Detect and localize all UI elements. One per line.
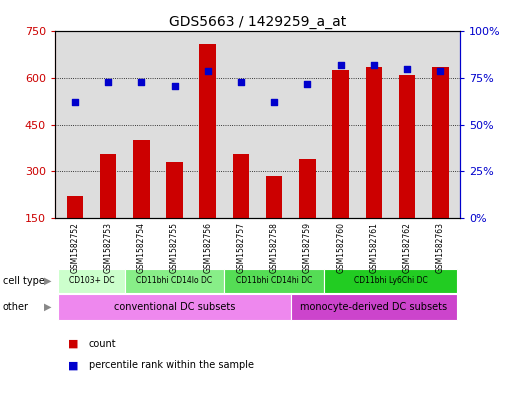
Point [137,79,145,85]
Text: GSM1582757: GSM1582757 [236,222,245,273]
Text: CD11bhi CD14hi DC: CD11bhi CD14hi DC [236,277,312,285]
Text: GSM1582762: GSM1582762 [403,222,412,273]
Bar [166,162,183,218]
Text: GSM1582759: GSM1582759 [303,222,312,273]
Text: monocyte-derived DC subsets: monocyte-derived DC subsets [300,302,447,312]
Text: ■: ■ [68,339,78,349]
Bar [299,159,316,218]
Text: conventional DC subsets: conventional DC subsets [114,302,235,312]
Text: ▶: ▶ [44,302,52,312]
Point [170,83,179,89]
Text: GSM1582754: GSM1582754 [137,222,146,273]
Bar [399,75,415,218]
Text: CD11bhi Ly6Chi DC: CD11bhi Ly6Chi DC [354,277,427,285]
Text: cell type: cell type [3,276,44,286]
Point [71,99,79,105]
Point [237,79,245,85]
Bar [266,176,282,218]
Text: other: other [3,302,29,312]
Text: GSM1582760: GSM1582760 [336,222,345,273]
Bar [432,67,449,218]
Point [436,68,445,74]
Bar [366,67,382,218]
Bar [199,44,216,218]
Text: GSM1582753: GSM1582753 [104,222,112,273]
Text: GSM1582758: GSM1582758 [270,222,279,273]
Bar [332,70,349,218]
Title: GDS5663 / 1429259_a_at: GDS5663 / 1429259_a_at [169,15,346,29]
Bar [100,154,117,218]
Text: CD103+ DC: CD103+ DC [69,277,114,285]
Bar [66,196,83,218]
Point [104,79,112,85]
Text: GSM1582755: GSM1582755 [170,222,179,273]
Point [370,62,378,68]
Text: ■: ■ [68,360,78,371]
Point [270,99,278,105]
Point [303,81,312,87]
Bar [133,140,150,218]
Text: percentile rank within the sample: percentile rank within the sample [89,360,254,371]
Text: GSM1582752: GSM1582752 [71,222,79,273]
Text: GSM1582761: GSM1582761 [369,222,378,273]
Bar [233,154,249,218]
Text: GSM1582763: GSM1582763 [436,222,445,273]
Text: count: count [89,339,117,349]
Point [203,68,212,74]
Text: GSM1582756: GSM1582756 [203,222,212,273]
Point [403,66,411,72]
Text: CD11bhi CD14lo DC: CD11bhi CD14lo DC [137,277,212,285]
Text: ▶: ▶ [44,276,52,286]
Point [336,62,345,68]
